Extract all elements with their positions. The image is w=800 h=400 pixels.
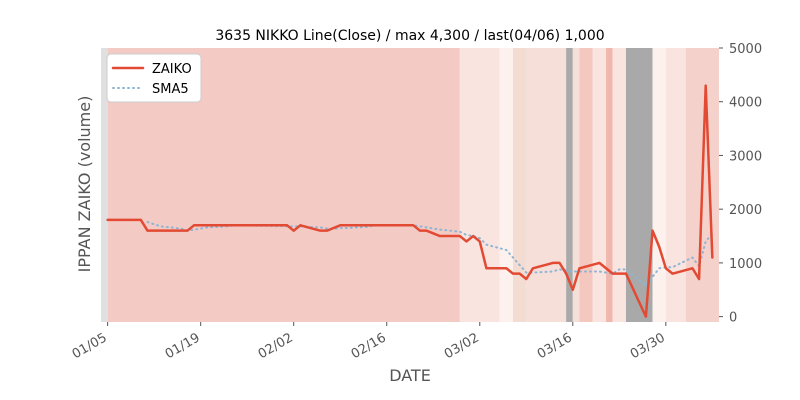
x-axis-title: DATE: [389, 366, 431, 385]
series-line-zaiko: [106, 84, 714, 318]
background-band: [652, 48, 666, 322]
legend-label: ZAIKO: [152, 62, 192, 77]
background-band: [459, 48, 500, 322]
background-band: [566, 48, 573, 322]
background-band: [513, 48, 527, 322]
legend-box: [106, 53, 202, 103]
y-axis: 0 1000 2000 3000 4000 5000: [719, 42, 762, 326]
y-tick-label: 0: [729, 311, 737, 326]
background-band: [579, 48, 593, 322]
background-band: [526, 48, 567, 322]
x-tick-label: 02/16: [349, 330, 389, 362]
y-tick-label: 4000: [729, 96, 762, 111]
background-band: [612, 48, 626, 322]
x-tick-label: 03/30: [628, 330, 668, 362]
y-tick-label: 5000: [729, 42, 762, 57]
x-tick-label: 01/05: [70, 330, 110, 362]
background-bands: [101, 48, 719, 322]
background-band: [101, 48, 108, 322]
chart-title: 3635 NIKKO Line(Close) / max 4,300 / las…: [215, 28, 604, 44]
background-band: [665, 48, 686, 322]
y-tick-label: 3000: [729, 149, 762, 164]
x-tick-label: 01/19: [163, 330, 203, 362]
x-tick-label: 03/16: [535, 330, 575, 362]
x-tick-label: 02/02: [256, 330, 296, 362]
y-tick-label: 2000: [729, 203, 762, 218]
x-axis: 01/05 01/19 02/02 02/16 03/02 03/16 03/30: [70, 322, 668, 362]
background-band: [606, 48, 613, 322]
y-axis-title: IPPAN ZAIKO (volume): [75, 96, 94, 273]
background-band: [592, 48, 607, 322]
series-lines: [106, 84, 714, 318]
background-band: [499, 48, 513, 322]
background-band: [572, 48, 580, 322]
y-tick-label: 1000: [729, 257, 762, 272]
x-tick-label: 03/02: [442, 330, 482, 362]
legend: ZAIKO SMA5: [106, 53, 202, 103]
legend-label: SMA5: [152, 82, 189, 97]
